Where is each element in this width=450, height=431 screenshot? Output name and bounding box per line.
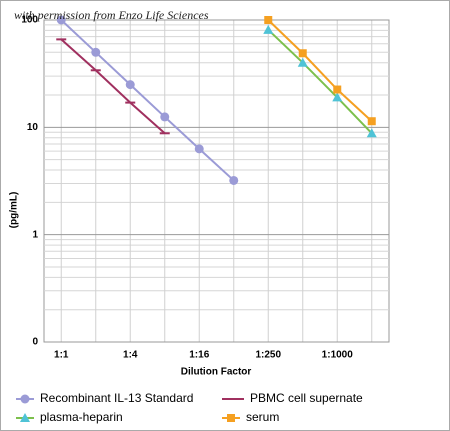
x-tick-label: 1:250 <box>255 350 281 361</box>
series-line <box>267 19 373 122</box>
x-tick-label: 1:4 <box>123 350 138 361</box>
plot <box>56 15 377 185</box>
legend-item: Recombinant IL-13 Standard <box>16 391 193 405</box>
grid <box>43 19 390 343</box>
y-tick-label: 100 <box>21 15 38 26</box>
marker <box>20 394 30 404</box>
marker <box>56 15 66 25</box>
marker <box>264 16 273 24</box>
x-tick-label: 1:1 <box>54 350 69 361</box>
series-line <box>60 19 235 182</box>
legend-item: plasma-heparin <box>16 410 123 424</box>
marker <box>20 413 30 422</box>
series-line <box>267 29 373 134</box>
marker <box>125 80 135 90</box>
legend-label: PBMC cell supernate <box>250 391 363 405</box>
y-axis-label: (pg/mL) <box>9 192 20 229</box>
marker <box>298 49 307 58</box>
marker <box>333 85 342 94</box>
marker <box>263 24 274 34</box>
plot-area <box>43 19 390 343</box>
marker <box>229 175 239 185</box>
marker <box>160 112 170 122</box>
legend-label: plasma-heparin <box>40 410 123 424</box>
marker <box>297 57 308 67</box>
y-tick-label: 10 <box>27 122 39 133</box>
annotation: with permission from Enzo Life Sciences <box>14 8 209 22</box>
legend-label: Recombinant IL-13 Standard <box>40 391 193 405</box>
x-axis-label: Dilution Factor <box>181 367 252 378</box>
marker <box>91 47 101 57</box>
legend-item: serum <box>222 410 279 424</box>
marker <box>366 128 377 138</box>
legend-item: PBMC cell supernate <box>222 391 363 405</box>
marker <box>332 92 343 102</box>
series-line <box>60 38 166 135</box>
y-tick-label: 0 <box>32 337 38 348</box>
x-tick-label: 1:1000 <box>322 350 354 361</box>
legend-label: serum <box>246 410 279 424</box>
marker <box>227 414 235 422</box>
marker <box>194 144 204 154</box>
marker <box>367 117 376 126</box>
y-tick-label: 1 <box>32 229 38 240</box>
x-tick-label: 1:16 <box>189 350 209 361</box>
